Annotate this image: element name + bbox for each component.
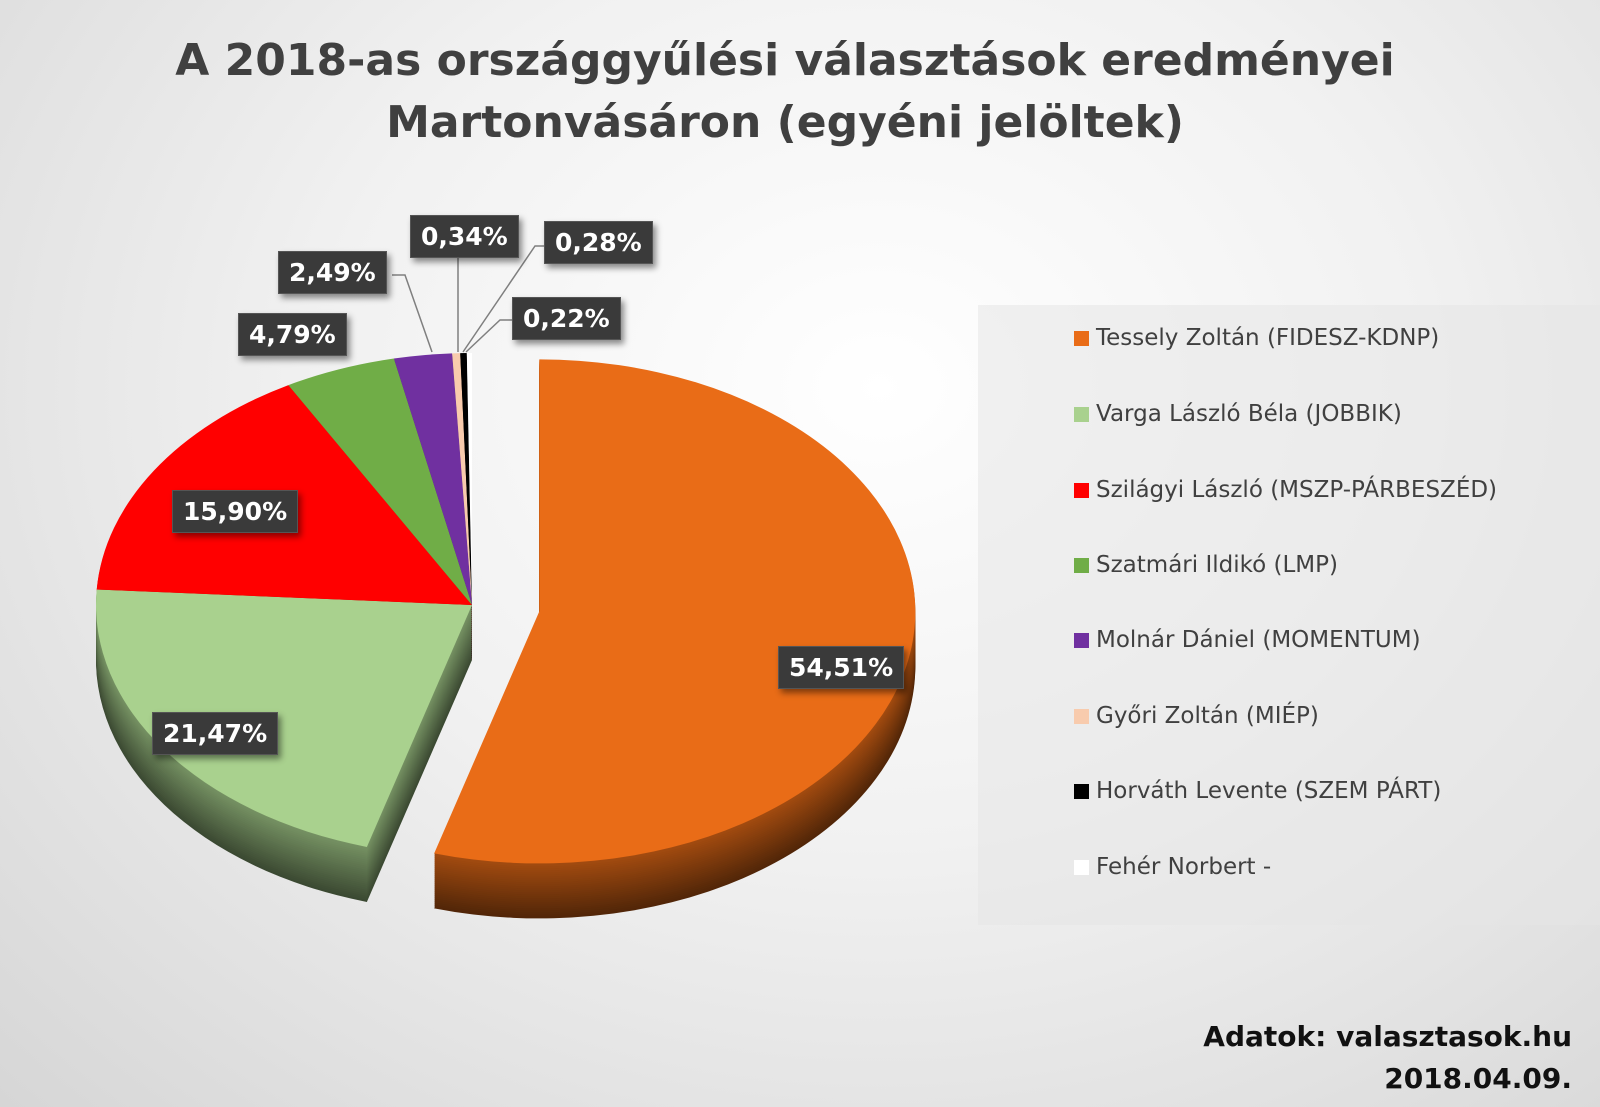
pie-slice-5: [452, 353, 472, 605]
chart-title: A 2018-as országgyűlési választások ered…: [0, 30, 1570, 154]
pie-slice-4: [393, 353, 472, 605]
legend-label: Varga László Béla (JOBBIK): [1096, 401, 1402, 427]
data-label-0: 54,51%: [778, 646, 905, 689]
legend-item: Szatmári Ildikó (LMP): [1074, 552, 1338, 578]
legend-label: Molnár Dániel (MOMENTUM): [1096, 627, 1421, 653]
data-label-4: 2,49%: [278, 251, 387, 294]
legend-label: Szatmári Ildikó (LMP): [1096, 552, 1338, 578]
leader-line-6: [462, 245, 544, 353]
title-line-1: A 2018-as országgyűlési választások ered…: [175, 35, 1395, 86]
legend-label: Horváth Levente (SZEM PÁRT): [1096, 778, 1442, 804]
legend-swatch: [1074, 632, 1089, 648]
legend-item: Fehér Norbert -: [1074, 854, 1271, 880]
pie-slice-1: [95, 589, 472, 847]
legend-item: Szilágyi László (MSZP-PÁRBESZÉD): [1074, 477, 1497, 503]
legend-label: Győri Zoltán (MIÉP): [1096, 703, 1319, 729]
legend-label: Fehér Norbert -: [1096, 854, 1272, 880]
legend-item: Molnár Dániel (MOMENTUM): [1074, 627, 1421, 653]
legend-swatch: [1074, 708, 1089, 724]
data-label-7: 0,22%: [512, 297, 621, 340]
legend-swatch: [1074, 482, 1089, 498]
legend-swatch: [1074, 330, 1089, 346]
data-label-3: 4,79%: [238, 313, 347, 356]
title-line-2: Martonvásáron (egyéni jelöltek): [386, 97, 1184, 148]
legend: Tessely Zoltán (FIDESZ-KDNP) Varga Lászl…: [978, 305, 1600, 925]
pie-slice-0: [434, 359, 916, 864]
data-label-2: 15,90%: [172, 490, 299, 533]
leader-line-4: [392, 274, 433, 353]
pie-slice-3: [288, 358, 472, 605]
legend-item: Győri Zoltán (MIÉP): [1074, 703, 1319, 729]
legend-label: Tessely Zoltán (FIDESZ-KDNP): [1096, 325, 1440, 351]
source-note: Adatok: valasztasok.hu 2018.04.09.: [1203, 1016, 1572, 1100]
legend-swatch: [1074, 783, 1089, 799]
legend-item: Tessely Zoltán (FIDESZ-KDNP): [1074, 325, 1439, 351]
leader-line-7: [465, 319, 512, 353]
legend-swatch: [1074, 406, 1089, 422]
pie-chart: [95, 245, 916, 919]
legend-item: Varga László Béla (JOBBIK): [1074, 401, 1402, 427]
legend-swatch: [1074, 557, 1089, 573]
legend-item: Horváth Levente (SZEM PÁRT): [1074, 778, 1441, 804]
data-label-1: 21,47%: [152, 712, 279, 755]
data-label-5: 0,34%: [410, 215, 519, 258]
pie-slice-6: [460, 353, 472, 605]
data-label-6: 0,28%: [544, 221, 653, 264]
legend-label: Szilágyi László (MSZP-PÁRBESZÉD): [1096, 477, 1498, 503]
pie-slice-7: [466, 353, 472, 605]
source-line: Adatok: valasztasok.hu: [1203, 1020, 1572, 1053]
legend-swatch: [1074, 859, 1089, 875]
date-line: 2018.04.09.: [1384, 1062, 1572, 1095]
